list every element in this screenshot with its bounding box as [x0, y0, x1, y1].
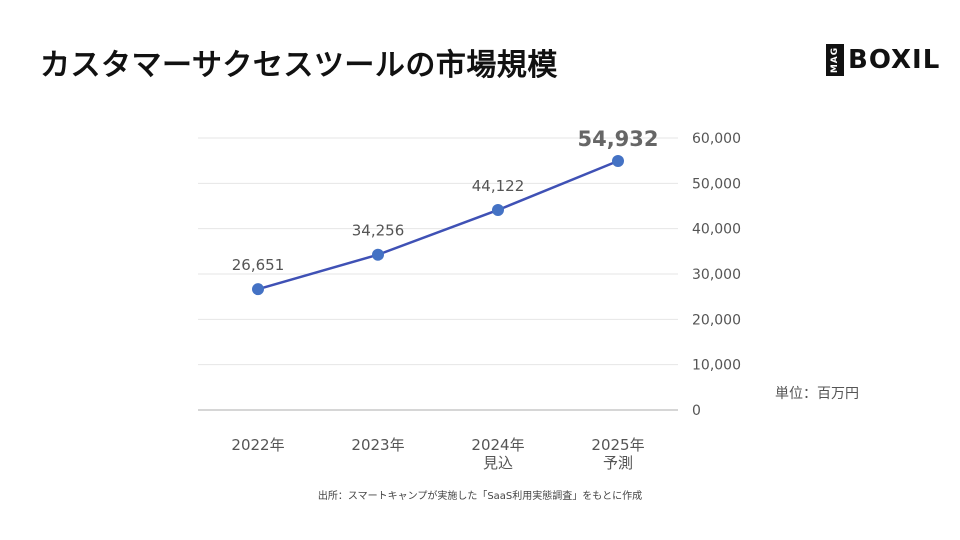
boxil-mag-logo: MAG BOXIL	[826, 44, 940, 76]
x-category-label: 2025年	[591, 436, 644, 454]
y-tick-label: 10,000	[692, 358, 741, 374]
data-point	[612, 154, 624, 167]
logo-mag-badge: MAG	[826, 44, 844, 76]
data-point	[492, 203, 504, 216]
x-category-label: 2022年	[231, 436, 284, 454]
y-tick-label: 50,000	[692, 176, 741, 192]
data-point	[252, 283, 264, 296]
x-category-label: 2024年	[471, 436, 524, 454]
y-tick-label: 40,000	[692, 222, 741, 238]
y-tick-label: 0	[692, 403, 701, 419]
data-label: 44,122	[472, 177, 525, 195]
x-category-label: 予測	[603, 454, 633, 472]
y-tick-label: 20,000	[692, 312, 741, 328]
page-title: カスタマーサクセスツールの市場規模	[40, 48, 558, 83]
y-tick-label: 60,000	[692, 131, 741, 147]
data-point	[372, 248, 384, 261]
x-category-label: 見込	[483, 454, 513, 472]
y-tick-label: 30,000	[692, 267, 741, 283]
source-note: 出所：スマートキャンプが実施した「SaaS利用実態調査」をもとに作成	[317, 491, 643, 502]
data-label-highlight: 54,932	[577, 127, 658, 151]
data-label: 34,256	[352, 222, 405, 240]
series-line	[257, 159, 619, 291]
logo-brand-text: BOXIL	[848, 45, 941, 75]
unit-label: 単位：百万円	[775, 386, 859, 402]
data-label: 26,651	[232, 256, 285, 274]
x-category-label: 2023年	[351, 436, 404, 454]
